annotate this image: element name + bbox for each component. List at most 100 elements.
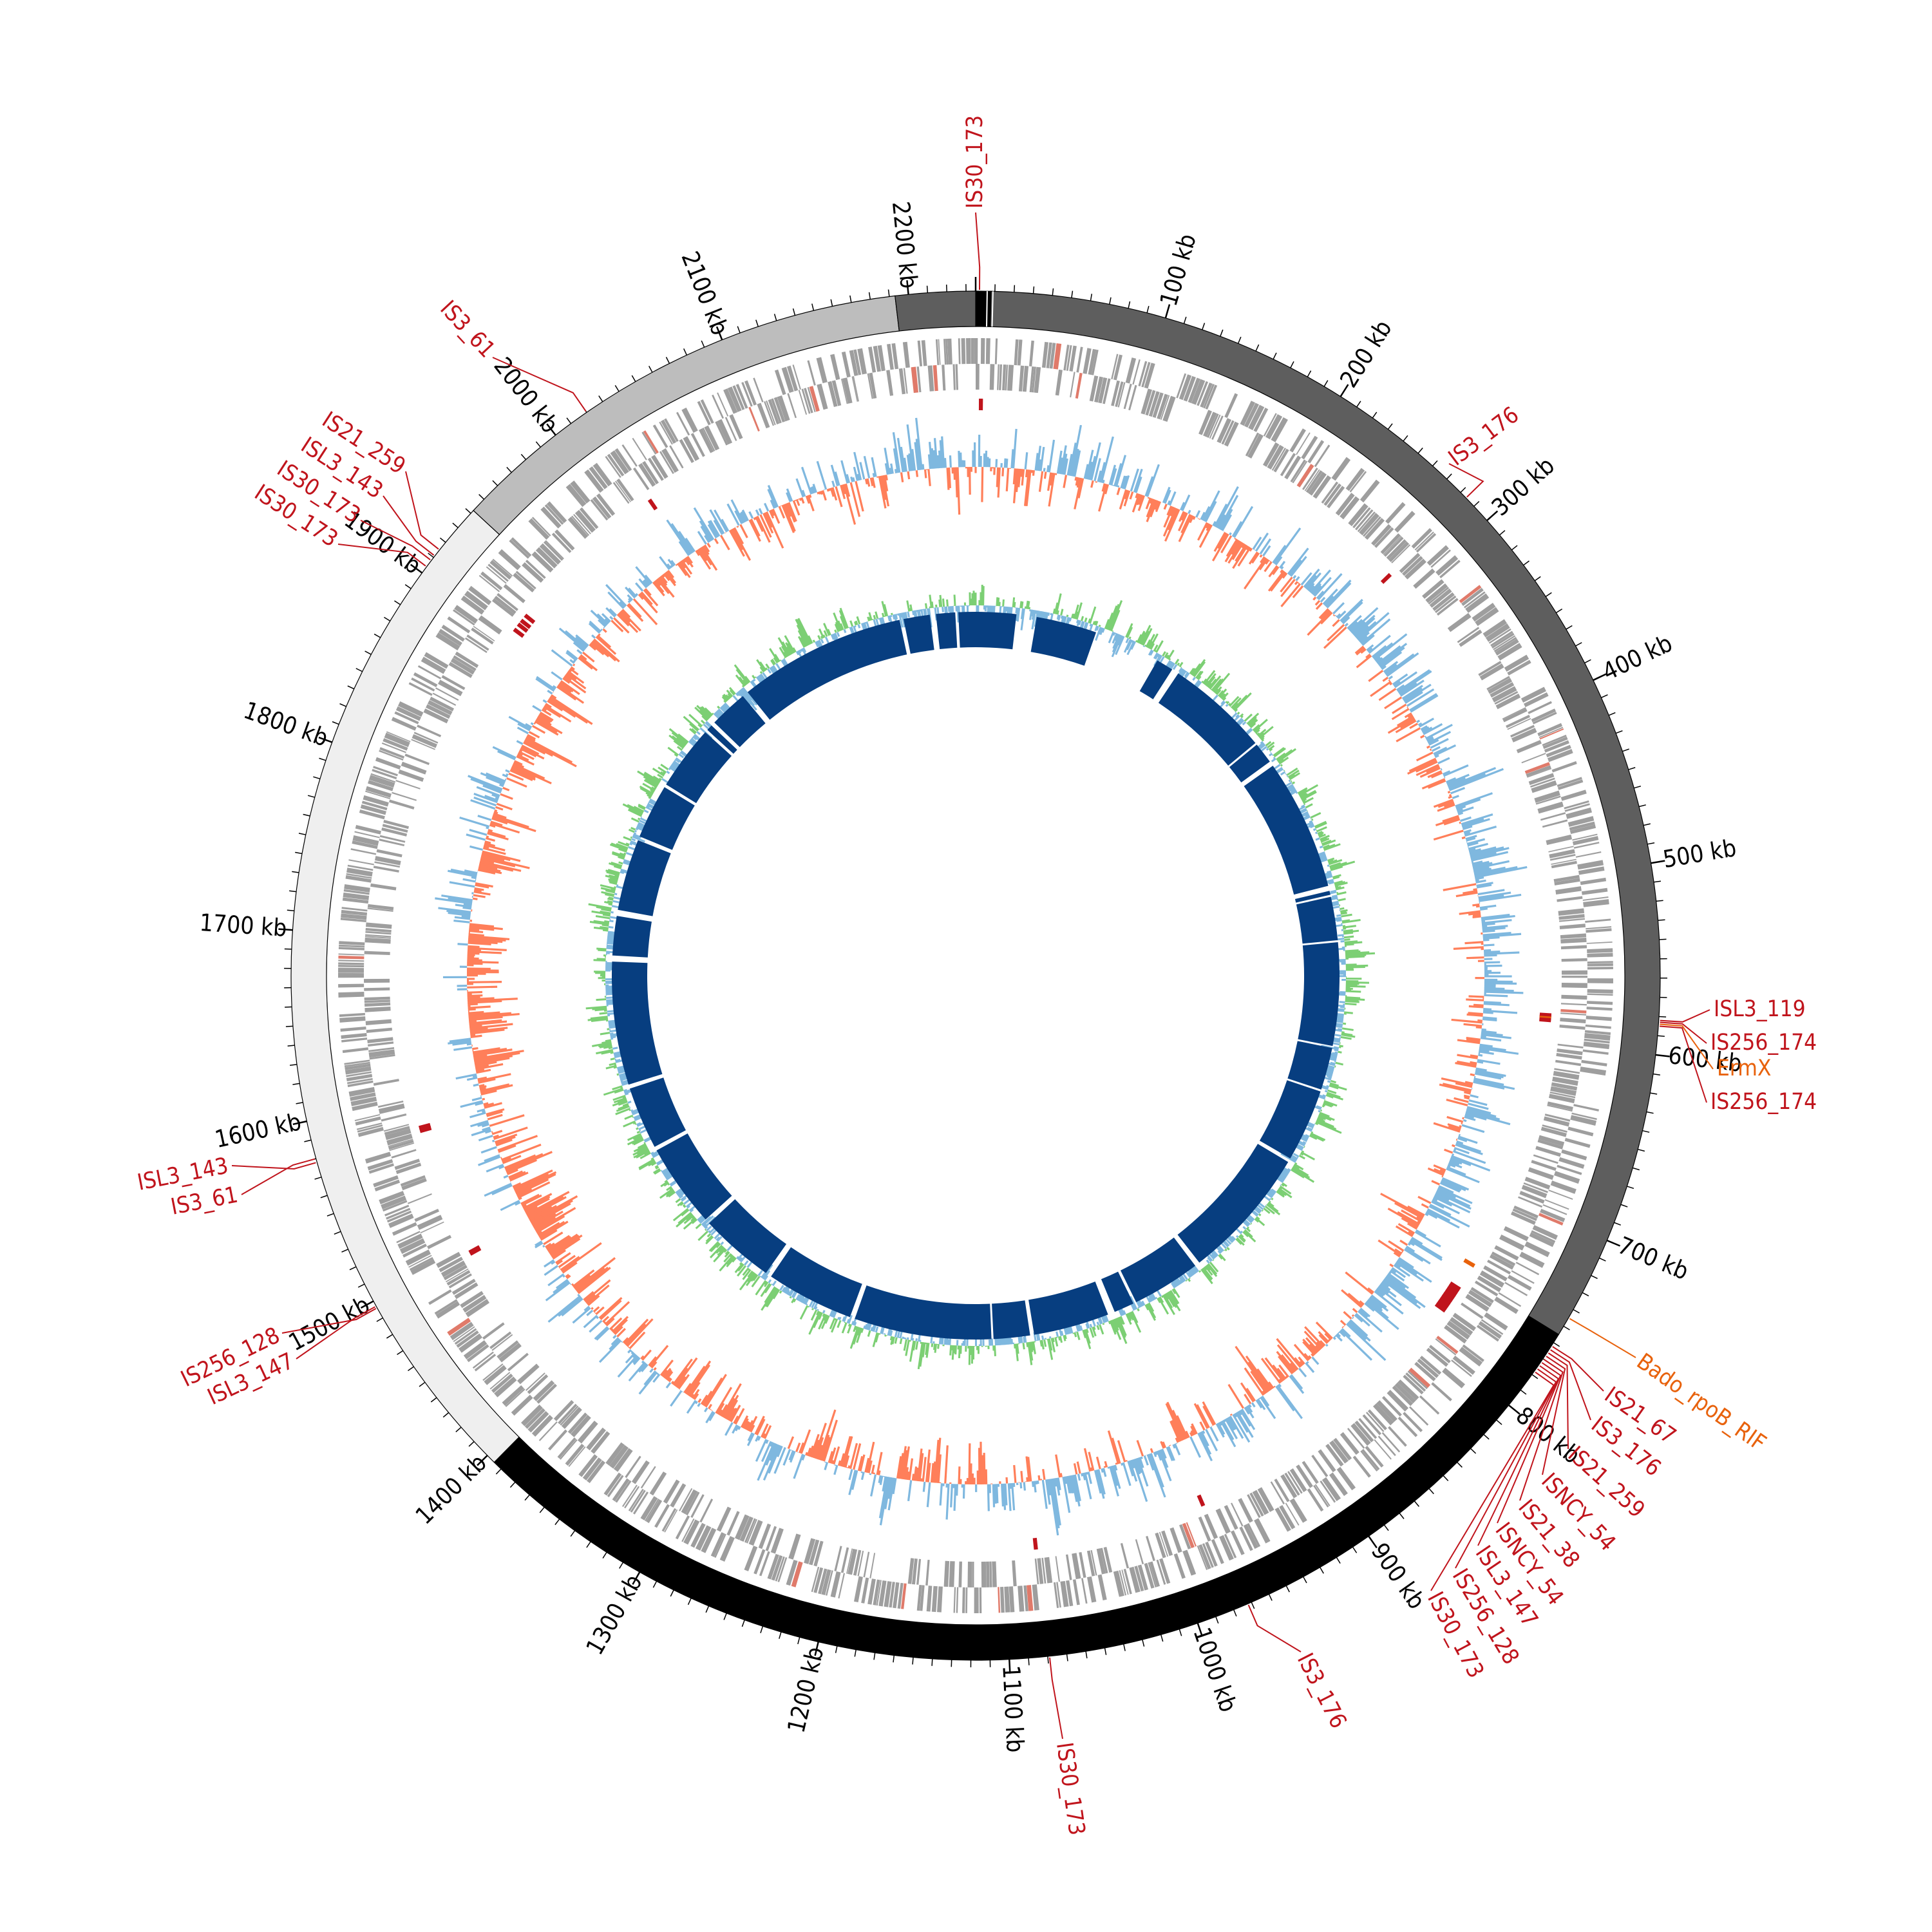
major-tick [1009, 1659, 1011, 1674]
gc-content-bar [727, 694, 732, 699]
gc-skew-bar [486, 1110, 503, 1117]
gc-content-bar [1323, 844, 1330, 849]
cds-feature [1123, 1568, 1132, 1595]
cds-feature [543, 541, 564, 561]
gc-content-bar [1298, 789, 1307, 795]
cds-feature [427, 1235, 452, 1249]
gc-skew-bar [660, 574, 668, 584]
gc-content-bar [737, 1264, 744, 1272]
gc-content-bar [796, 624, 809, 647]
gc-content-bar [1112, 634, 1121, 649]
minor-tick [347, 685, 355, 690]
gc-skew-bar [1484, 982, 1517, 985]
cds-feature [612, 1478, 630, 1502]
gc-skew-bar [913, 1466, 918, 1481]
gc-content-bar [1281, 1183, 1285, 1187]
cds-feature [1470, 1287, 1494, 1303]
gc-skew-bar [1367, 647, 1373, 653]
gc-content-bar [632, 1146, 649, 1156]
gc-skew-bar [1189, 515, 1195, 524]
cds-feature [1546, 744, 1571, 757]
gc-skew-bar [1212, 521, 1217, 527]
gc-skew-bar [1450, 787, 1466, 795]
gc-content-bar [1089, 623, 1092, 627]
minor-tick [1531, 1374, 1539, 1379]
gc-content-bar [653, 1168, 661, 1174]
cds-feature [938, 339, 941, 365]
gc-content-bar [1084, 617, 1088, 623]
gc-skew-bar [1104, 484, 1110, 495]
gc-skew-bar [765, 1443, 777, 1466]
minor-tick [1622, 748, 1629, 752]
cds-feature [365, 790, 390, 799]
gc-skew-bar [500, 793, 513, 800]
gc-skew-bar [1347, 1321, 1367, 1341]
gc-content-bar [627, 804, 644, 814]
cds-feature [1426, 1347, 1448, 1367]
gc-content-bar [643, 775, 659, 786]
tick-label: 1800 kb [240, 696, 332, 752]
gc-content-bar [842, 1316, 846, 1322]
gc-skew-bar [1320, 611, 1333, 625]
cds-feature [522, 562, 544, 583]
gc-content-bar [902, 1336, 904, 1340]
cds-feature [775, 1556, 785, 1582]
cds-feature [391, 717, 417, 731]
gc-skew-bar [524, 738, 577, 768]
minor-tick [1255, 344, 1260, 352]
cds-feature [352, 1101, 378, 1112]
gc-content-bar [883, 603, 889, 617]
cds-feature [441, 625, 465, 642]
gc-content-bar [1345, 952, 1376, 956]
gc-skew-bar [1163, 504, 1168, 510]
minor-tick [1496, 1419, 1502, 1425]
gc-content-bar [677, 746, 683, 751]
gc-skew-bar [1475, 876, 1484, 880]
cds-feature [1499, 1234, 1525, 1251]
gc-skew-bar [1368, 669, 1384, 682]
gc-content-bar [1190, 668, 1197, 676]
gc-content-bar [1041, 1335, 1045, 1340]
gc-content-bar [873, 614, 876, 620]
gc-skew-bar [1048, 1479, 1059, 1536]
cds-feature [370, 773, 396, 783]
cds-feature [558, 1403, 578, 1425]
cds-feature [447, 616, 471, 634]
gc-skew-bar [476, 1068, 491, 1074]
major-tick [292, 1120, 307, 1126]
cds-feature [343, 892, 370, 900]
cds-feature [427, 700, 453, 715]
cds-feature [1198, 1516, 1211, 1542]
gc-skew-bar [1383, 661, 1399, 673]
gc-skew-bar [1062, 1476, 1071, 1513]
gc-skew-bar [558, 627, 586, 651]
gc-skew-bar [1338, 1331, 1340, 1334]
cds-feature [1540, 812, 1566, 821]
gc-skew-bar [1482, 925, 1508, 930]
minor-tick [811, 303, 815, 311]
gc-content-bar [623, 861, 631, 866]
cds-feature [1098, 377, 1108, 404]
cds-feature [412, 734, 437, 748]
gc-content-bar [700, 719, 706, 724]
gc-skew-bar [1394, 1262, 1401, 1269]
gc-skew-bar [1468, 848, 1476, 852]
gc-content-bar [1308, 822, 1314, 826]
gc-skew-bar [1107, 1466, 1110, 1469]
gc-content-bar [697, 1230, 709, 1241]
minor-tick [1090, 294, 1093, 301]
gc-skew-bar [1289, 1375, 1305, 1394]
gc-content-bar [810, 1309, 818, 1321]
cds-feature [364, 951, 390, 956]
gc-skew-bar [675, 1357, 698, 1388]
gc-content-bar [1066, 614, 1069, 618]
gc-skew-bar [547, 698, 576, 718]
gc-content-bar [1155, 1296, 1158, 1300]
gc-content-bar [1320, 835, 1330, 840]
cds-feature [1198, 410, 1212, 435]
cds-feature [443, 1264, 468, 1280]
gc-skew-bar [1200, 1431, 1209, 1446]
gc-skew-bar [1129, 491, 1134, 500]
gc-content-bar [1276, 1190, 1285, 1198]
gc-content-bar [676, 1213, 693, 1228]
